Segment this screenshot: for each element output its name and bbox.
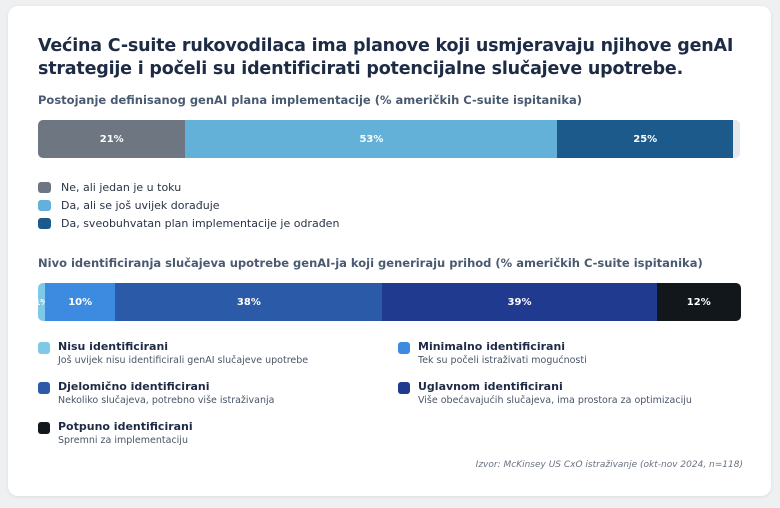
legend-item: Nisu identificirani Još uvijek nisu ident…	[38, 340, 398, 368]
chart2-segment: 39%	[382, 283, 657, 321]
chart2-segment-label: 38%	[236, 296, 261, 308]
chart1-bar: 21% 53% 25%	[38, 120, 740, 158]
legend-label: Djelomično identificirani	[58, 380, 210, 393]
legend-description: Tek su počeli istraživati mogućnosti	[418, 355, 587, 366]
legend-description: Više obećavajućih slučajeva, ima prostor…	[418, 395, 692, 406]
legend-item: Da, sveobuhvatan plan implementacije je …	[38, 214, 339, 232]
legend-swatch	[38, 181, 51, 193]
chart-card: Većina C-suite rukovodilaca ima planove …	[8, 6, 771, 496]
chart2-title: Nivo identificiranja slučajeva upotrebe …	[38, 256, 703, 270]
chart1-segment-label: 25%	[633, 133, 658, 145]
chart2-segment-label: 10%	[68, 296, 93, 308]
legend-label: Nisu identificirani	[58, 340, 169, 353]
chart1-segment-label: 21%	[99, 133, 124, 145]
legend-swatch	[38, 342, 50, 354]
legend-item: Uglavnom identificirani Više obećavajućih…	[398, 380, 758, 408]
chart2-legend: Nisu identificirani Još uvijek nisu ident…	[38, 340, 758, 448]
chart2-segment: 38%	[115, 283, 383, 321]
chart2-segment: 12%	[656, 283, 741, 321]
source-note: Izvor: McKinsey US CxO istraživanje (okt…	[475, 460, 743, 470]
legend-label: Potpuno identificirani	[58, 420, 193, 433]
legend-description: Nekoliko slučajeva, potrebno više istraž…	[58, 395, 275, 406]
chart1-legend: Ne, ali jedan je u toku Da, ali se još uv…	[38, 178, 339, 232]
legend-item: Ne, ali jedan je u toku	[38, 178, 339, 196]
chart1-remainder-segment	[732, 120, 740, 158]
chart2-segment-label: 12%	[686, 296, 711, 308]
legend-item: Potpuno identificirani Spremni za impleme…	[38, 420, 398, 448]
legend-label: Ne, ali jedan je u toku	[61, 180, 182, 194]
chart1-segment: 25%	[557, 120, 733, 158]
chart2-segment-label: 39%	[507, 296, 532, 308]
chart2-bar: 1% 10% 38% 39% 12%	[38, 283, 741, 321]
chart1-segment-label: 53%	[359, 133, 384, 145]
legend-item: Minimalno identificirani Tek su počeli is…	[398, 340, 758, 368]
legend-item: Djelomično identificirani Nekoliko slučaj…	[38, 380, 398, 408]
chart1-title: Postojanje definisanog genAI plana imple…	[38, 93, 583, 107]
legend-description: Spremni za implementaciju	[58, 435, 188, 446]
legend-swatch	[38, 217, 51, 229]
legend-label: Uglavnom identificirani	[418, 380, 563, 393]
legend-label: Da, sveobuhvatan plan implementacije je …	[61, 216, 340, 230]
chart1-segment: 53%	[185, 120, 558, 158]
chart2-segment: 10%	[45, 283, 116, 321]
legend-swatch	[398, 342, 410, 354]
legend-label: Da, ali se još uvijek dorađuje	[61, 198, 220, 212]
chart2-segment: 1%	[38, 283, 48, 321]
chart1-segment: 21%	[38, 120, 186, 158]
legend-label: Minimalno identificirani	[418, 340, 566, 353]
legend-swatch	[398, 382, 410, 394]
legend-swatch	[38, 199, 51, 211]
legend-swatch	[38, 422, 50, 434]
legend-item: Da, ali se još uvijek dorađuje	[38, 196, 339, 214]
legend-description: Još uvijek nisu identificirali genAI slu…	[58, 355, 309, 366]
chart2-segment-label: 1%	[38, 298, 48, 307]
legend-swatch	[38, 382, 50, 394]
page-title: Većina C-suite rukovodilaca ima planove …	[38, 36, 734, 79]
